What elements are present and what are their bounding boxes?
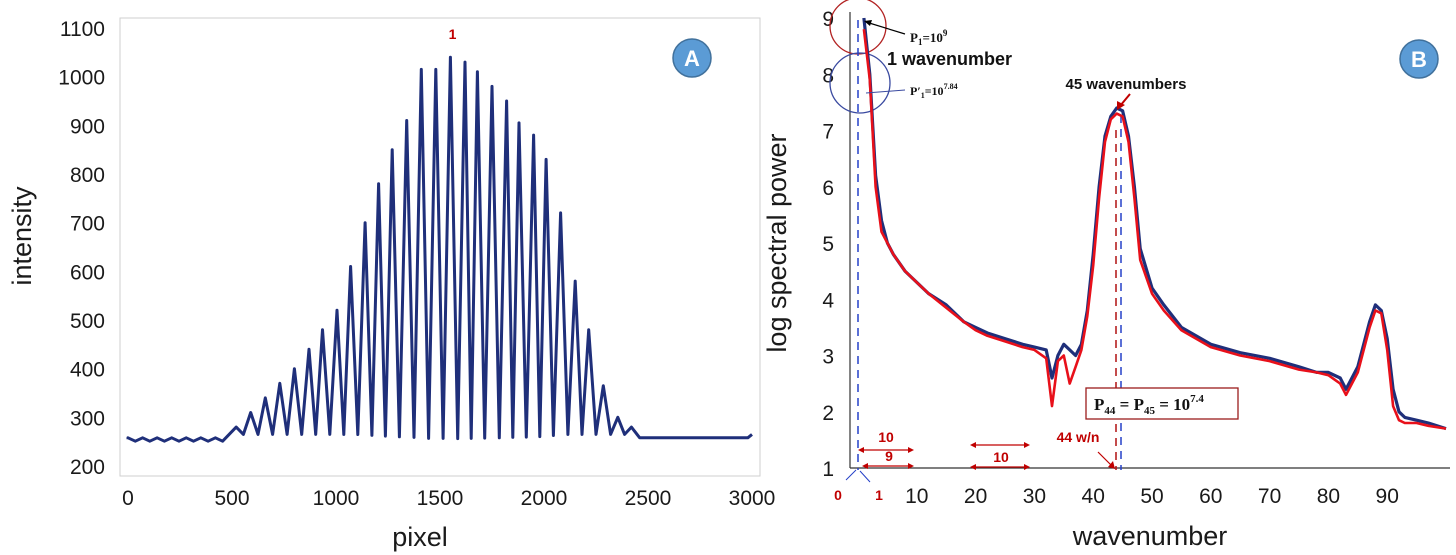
span-10-mid-label: 10	[993, 449, 1009, 465]
span-44-arrow	[1097, 451, 1113, 467]
panel-b-x-tick-labels: 10 20 30 40 50 60 70 80 90	[905, 485, 1399, 508]
panel-b-x-axis-title: wavenumber	[1072, 521, 1228, 551]
panel-b-y-axis-title: log spectral power	[762, 133, 792, 352]
panel-b-x-tick-label: 20	[964, 485, 987, 508]
panel-a-y-tick-label: 1000	[58, 67, 105, 90]
panel-a-x-tick-label: 1500	[417, 487, 464, 510]
panel-a-x-tick-label: 2500	[625, 487, 672, 510]
panel-a-badge-circle	[672, 38, 712, 78]
span-44-label: 44 w/n	[1057, 429, 1100, 445]
span-10-mid-underline-arrowhead-left	[970, 464, 976, 470]
panel-b-blue-spectrum-curve	[862, 17, 1447, 431]
panel-b-x-tick-label: 60	[1199, 485, 1222, 508]
panel-a-x-tick-label: 0	[122, 487, 134, 510]
peak-45-arrowhead	[1117, 101, 1125, 110]
panel-b-y-tick-label: 8	[822, 64, 834, 87]
panel-a-peak-marker-label: 1	[449, 26, 457, 42]
panel-b-x-tick-label: 50	[1140, 485, 1163, 508]
span-10-top-label: 10	[878, 429, 894, 445]
panel-b-badge: B	[1399, 39, 1439, 79]
panel-b-x-tick-label: 10	[905, 485, 928, 508]
panel-a-x-tick-label: 3000	[729, 487, 776, 510]
p1-annotation: P1=109	[910, 28, 948, 47]
p1-pointer-line	[865, 21, 906, 35]
panel-a-badge: A	[672, 38, 712, 78]
panel-b-y-tick-labels: 1 2 3 4 5 6 7 8 9	[822, 8, 834, 481]
panel-a-x-tick-label: 1000	[313, 487, 360, 510]
p1-pointer-arrowhead	[864, 20, 872, 26]
panel-b-badge-circle	[1399, 39, 1439, 79]
panel-a-intensity-curve	[126, 55, 753, 443]
span-10-mid-underline-arrowhead-right	[1024, 464, 1030, 470]
span-10-top-arrowhead-right	[908, 447, 914, 453]
panel-a-x-axis-title: pixel	[392, 522, 448, 552]
panel-b-badge-letter: B	[1411, 47, 1427, 72]
p44-p45-equation-box	[1085, 387, 1239, 420]
panel-b-x-tick-label: 70	[1258, 485, 1281, 508]
panel-a-y-tick-label: 400	[70, 359, 105, 382]
panel-a-y-tick-label: 1100	[60, 18, 105, 41]
panel-a-y-tick-label: 200	[70, 456, 105, 479]
panel-a-y-axis-title: intensity	[7, 186, 37, 286]
panel-a: 200 300 400 500 600 700 800 900 1000 1100 0 500 100…	[7, 17, 775, 552]
panel-a-y-tick-label: 700	[70, 213, 105, 236]
panel-a-x-tick-label: 500	[214, 487, 249, 510]
origin-marker-zero-arrow	[845, 469, 857, 481]
panel-b-x-tick-label: 90	[1376, 485, 1399, 508]
panel-a-y-tick-label: 900	[70, 115, 105, 138]
panel-a-y-tick-label: 600	[70, 261, 105, 284]
p1prime-pointer-line	[865, 89, 906, 94]
panel-a-y-tick-label: 500	[70, 310, 105, 333]
span-44-arrowhead	[1108, 461, 1115, 469]
peak-45-label: 45 wavenumbers	[1066, 76, 1187, 93]
panel-b-y-tick-label: 5	[822, 233, 834, 256]
p44-p45-equation: P44 = P45 = 107.4	[1094, 393, 1204, 417]
panel-b-y-tick-label: 7	[822, 121, 834, 144]
panel-a-x-tick-label: 2000	[521, 487, 568, 510]
panel-a-y-tick-labels: 200 300 400 500 600 700 800 900 1000 1100	[58, 18, 105, 479]
p1prime-annotation: P′1=107.84	[910, 82, 958, 100]
panel-a-badge-letter: A	[684, 46, 700, 71]
panel-b-y-tick-label: 4	[822, 289, 834, 312]
panel-a-y-tick-label: 300	[70, 407, 105, 430]
first-wavenumber-label: 1 wavenumber	[887, 49, 1012, 69]
span-10-top-arrowhead-left	[858, 447, 864, 453]
origin-marker-one-arrow	[859, 470, 871, 483]
span-9-arrowhead-left	[862, 463, 868, 469]
panel-b-y-tick-label: 2	[822, 402, 834, 425]
x-one-marker-label: 1	[875, 487, 883, 503]
panel-a-y-tick-label: 800	[70, 164, 105, 187]
panel-b-y-tick-label: 1	[822, 458, 834, 481]
panel-b-x-tick-label: 40	[1082, 485, 1105, 508]
span-10-mid-arrowhead-left	[970, 442, 976, 448]
panel-a-x-tick-labels: 0 500 1000 1500 2000 2500 3000	[122, 487, 775, 510]
panel-b-x-tick-label: 30	[1023, 485, 1046, 508]
panel-b-y-tick-label: 9	[822, 8, 834, 31]
x-zero-marker-label: 0	[834, 487, 842, 503]
span-10-mid-arrowhead-right	[1024, 442, 1030, 448]
panel-b-x-tick-label: 80	[1317, 485, 1340, 508]
span-9-label: 9	[885, 448, 893, 464]
panel-b-red-spectrum-curve	[862, 29, 1447, 430]
span-9-arrowhead-right	[908, 463, 914, 469]
p1prime-highlight-circle	[829, 52, 891, 114]
panel-b-y-tick-label: 6	[822, 177, 834, 200]
panel-b-y-tick-label: 3	[822, 346, 834, 369]
